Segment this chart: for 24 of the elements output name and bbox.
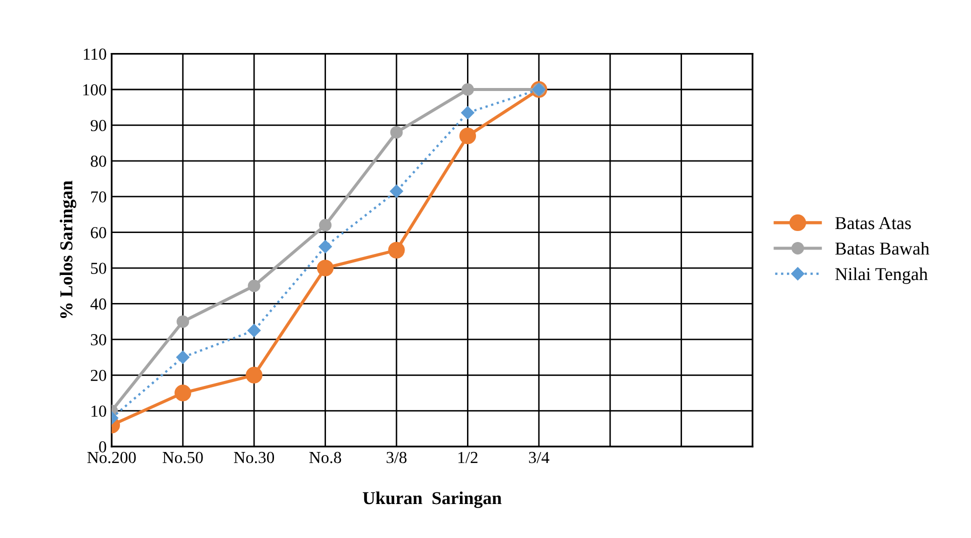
x-axis-title: Ukuran Saringan xyxy=(362,492,502,508)
x-tick-label: No.50 xyxy=(162,452,203,464)
x-tick-label: 3/8 xyxy=(386,452,407,464)
legend-label: Batas Atas xyxy=(835,217,911,230)
x-tick-label: 3/4 xyxy=(529,452,550,464)
x-tick-label: No.8 xyxy=(309,452,342,464)
y-tick-label: 80 xyxy=(90,156,106,167)
y-tick-label: 90 xyxy=(90,120,106,132)
y-tick-label: 60 xyxy=(90,227,106,238)
y-tick-label: 100 xyxy=(83,84,106,96)
y-tick-label: 40 xyxy=(90,298,106,310)
x-tick-label: No.200 xyxy=(87,452,136,464)
y-tick-label: 10 xyxy=(92,406,106,417)
y-tick-label: 20 xyxy=(90,370,106,382)
x-tick-label: No.30 xyxy=(234,452,274,464)
y-tick-label: 70 xyxy=(91,191,106,203)
x-tick-label: 1/2 xyxy=(458,452,478,464)
legend-label: Batas Bawah xyxy=(835,242,930,255)
y-tick-label: 50 xyxy=(91,262,106,274)
y-tick-label: 30 xyxy=(90,334,106,346)
y-tick-label: 110 xyxy=(84,48,106,60)
y-axis-title: % Lolos Saringan xyxy=(60,180,76,318)
y-tick-label: 0 xyxy=(99,441,106,452)
legend-label: Nilai Tengah xyxy=(835,268,928,284)
